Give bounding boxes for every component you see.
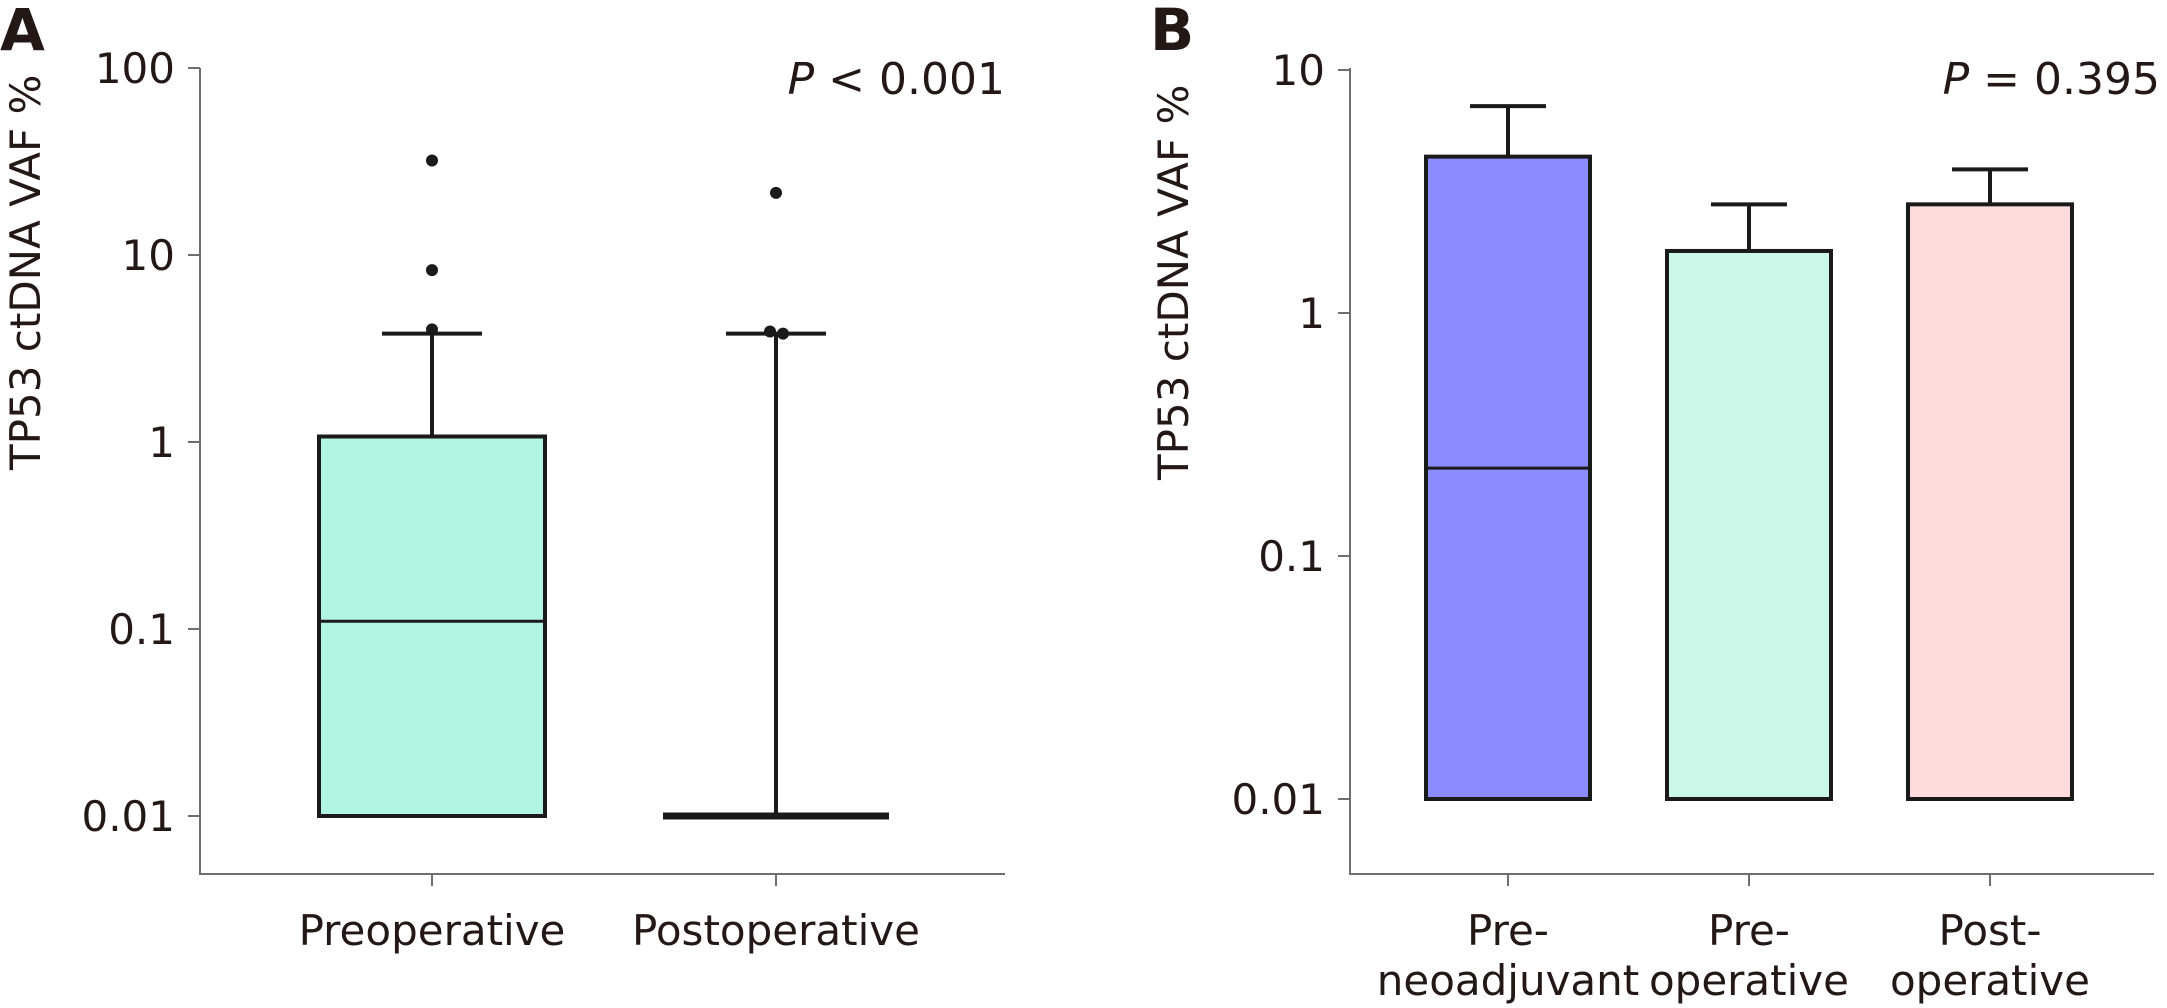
panel-a-ytick-label: 10: [122, 231, 175, 280]
panel-b-ytick-label: 10: [1272, 46, 1325, 95]
panel-b-ytick-label: 0.1: [1258, 532, 1325, 581]
panel-a-marks: [317, 154, 889, 820]
panel-a-ytick-label: 0.1: [108, 605, 175, 654]
panel-b-ylabel: TP53 ctDNA VAF %: [1149, 85, 1198, 481]
panel-a-letter: A: [0, 0, 45, 64]
panel-b-ytick-label: 1: [1298, 289, 1325, 338]
panel-a-outlier: [770, 186, 782, 199]
panel-b-category-label-line1: Post-: [1938, 906, 2041, 955]
panel-a-axes: 100 10 1 0.1 0.01 Preoperative Postoperative: [81, 44, 1005, 955]
panel-b-category-label-line2: neoadjuvant: [1377, 956, 1640, 1005]
panel-a-outlier: [764, 325, 776, 338]
panel-a-ytick-label: 100: [95, 44, 175, 93]
panel-a: A TP53 ctDNA VAF % P < 0.001 100 10 1 0.1 0.…: [0, 0, 1005, 955]
panel-b-category-label-line2: operative: [1890, 956, 2090, 1005]
panel-a-axis-lines: [199, 68, 1005, 875]
panel-b-category-label-line1: Pre-: [1708, 906, 1790, 955]
panel-b-category-label-line2: operative: [1649, 956, 1849, 1005]
panel-b-category-label-line1: Pre-: [1467, 906, 1549, 955]
panel-a-ylabel: TP53 ctDNA VAF %: [1, 75, 50, 471]
panel-a-box: [317, 434, 547, 818]
panel-a-ytick-label: 1: [148, 418, 175, 467]
panel-b-letter: B: [1150, 0, 1194, 64]
panel-b-box: [1665, 248, 1833, 801]
panel-b-axes: 1010.10.01Pre-neoadjuvantPre-operativePo…: [1231, 46, 2154, 1005]
panel-a-outlier: [426, 264, 438, 277]
panel-a-category-label: Postoperative: [632, 906, 920, 955]
panel-a-category-label: Preoperative: [299, 906, 566, 955]
panel-a-pvalue: P < 0.001: [788, 54, 1005, 105]
panel-a-outlier: [777, 327, 789, 340]
panel-b-pvalue-p: P: [1943, 54, 1970, 105]
panel-a-outlier: [426, 154, 438, 167]
panel-b: B TP53 ctDNA VAF % P = 0.395 10 1 0.1 0.01 P…: [1149, 0, 2160, 1005]
panel-a-outlier: [426, 323, 438, 336]
panel-b-box: [1906, 202, 2074, 802]
panel-b-pvalue: P = 0.395: [1943, 54, 2160, 105]
panel-a-pvalue-p: P: [788, 54, 815, 105]
panel-b-ytick-label: 0.01: [1231, 775, 1325, 824]
panel-a-ytick-label: 0.01: [81, 792, 175, 841]
panel-b-pvalue-text: = 0.395: [1969, 54, 2160, 105]
panel-a-pvalue-text: < 0.001: [814, 54, 1005, 105]
panel-b-marks: [1424, 104, 2074, 802]
panel-b-box: [1424, 154, 1592, 802]
panel-b-axis-lines: [1349, 68, 2154, 875]
